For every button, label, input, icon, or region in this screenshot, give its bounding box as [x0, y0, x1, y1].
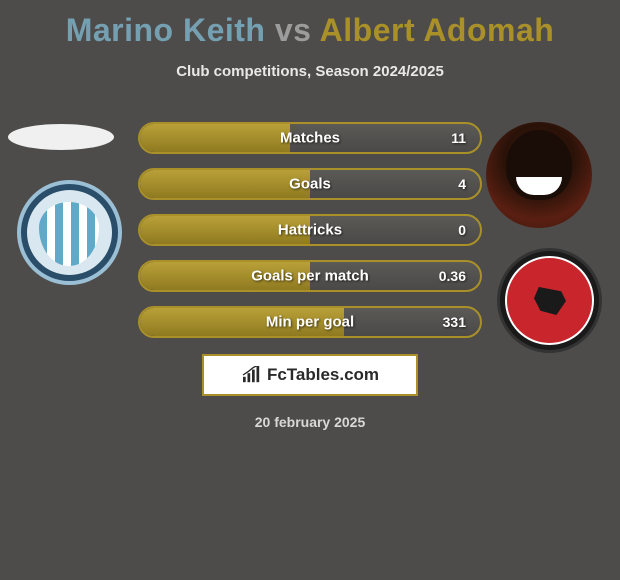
stat-bar: Min per goal331: [138, 306, 482, 338]
stat-label: Matches: [140, 130, 480, 147]
stat-bar: Goals per match0.36: [138, 260, 482, 292]
stat-label: Goals per match: [140, 268, 480, 285]
player1-avatar: [8, 124, 114, 150]
stat-value: 4: [458, 176, 466, 192]
chart-icon: [241, 366, 263, 384]
stat-label: Min per goal: [140, 314, 480, 331]
subtitle: Club competitions, Season 2024/2025: [0, 63, 620, 80]
stat-label: Hattricks: [140, 222, 480, 239]
date: 20 february 2025: [0, 414, 620, 430]
stat-value: 0.36: [439, 268, 466, 284]
stat-bar: Matches11: [138, 122, 482, 154]
player2-name: Albert Adomah: [320, 12, 555, 48]
comparison-title: Marino Keith vs Albert Adomah: [0, 0, 620, 49]
stat-value: 11: [451, 130, 466, 146]
stat-bar: Goals4: [138, 168, 482, 200]
stat-bar: Hattricks0: [138, 214, 482, 246]
player2-club-badge: [497, 248, 602, 353]
player1-club-badge: [17, 180, 122, 285]
stat-value: 0: [458, 222, 466, 238]
player1-name: Marino Keith: [66, 12, 266, 48]
stat-bars-container: Matches11 Goals4 Hattricks0 Goals per match…: [138, 122, 482, 352]
stat-value: 331: [443, 314, 466, 330]
watermark: FcTables.com: [202, 354, 418, 396]
watermark-text: FcTables.com: [267, 365, 379, 385]
vs-text: vs: [275, 12, 312, 48]
stat-label: Goals: [140, 176, 480, 193]
player2-avatar: [486, 122, 592, 228]
